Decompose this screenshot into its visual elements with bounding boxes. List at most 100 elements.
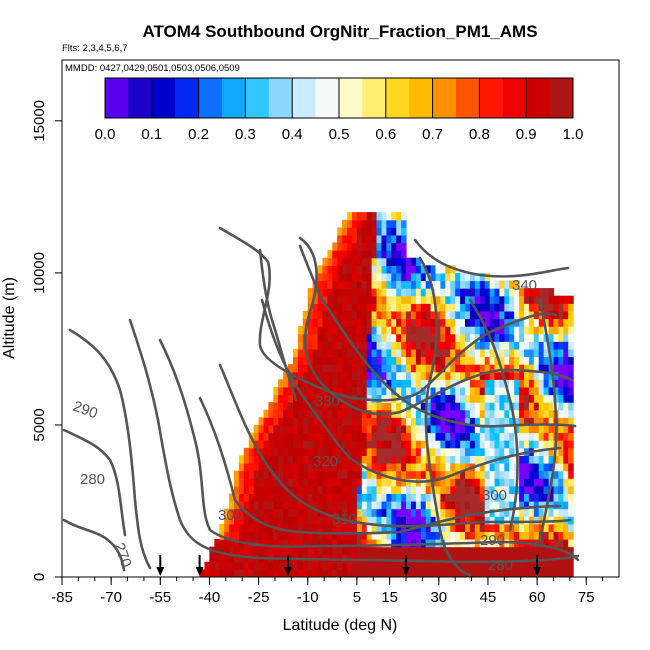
heat-cell <box>258 546 265 555</box>
heat-cell <box>312 310 319 320</box>
colorbar-tick-label: 0.3 <box>235 126 256 143</box>
heat-cell <box>563 341 569 350</box>
heat-cell <box>440 501 446 510</box>
colorbar-swatch <box>151 78 176 118</box>
heat-cell <box>479 516 486 525</box>
heat-cell <box>356 257 363 266</box>
heat-cell <box>548 523 555 532</box>
heat-cell <box>381 569 387 577</box>
heat-cell <box>538 288 545 297</box>
heat-cell <box>425 470 432 479</box>
heat-cell <box>376 501 382 510</box>
heat-cell <box>283 379 289 388</box>
heat-cell <box>366 569 373 577</box>
heat-cell <box>361 212 368 221</box>
heat-cell <box>327 417 333 426</box>
heat-cell <box>425 508 432 517</box>
heat-cell <box>391 531 397 540</box>
heat-cell <box>538 356 545 365</box>
heat-cell <box>366 310 373 320</box>
heat-cell <box>337 280 343 289</box>
heat-cell <box>430 326 437 335</box>
heat-cell <box>499 516 505 525</box>
heat-cell <box>558 440 564 449</box>
heat-cell <box>288 470 294 479</box>
heat-cell <box>371 493 378 502</box>
heat-cell <box>509 470 515 479</box>
heat-cell <box>337 234 343 244</box>
heat-cell <box>533 531 540 540</box>
heat-cell <box>337 318 343 327</box>
heat-cell <box>469 569 476 577</box>
heat-cell <box>401 295 407 304</box>
heat-cell <box>430 417 437 426</box>
heat-cell <box>410 561 417 570</box>
heat-cell <box>268 493 274 502</box>
heat-cell <box>430 386 437 396</box>
heat-cell <box>504 546 510 555</box>
heat-cell <box>519 310 525 320</box>
heat-cell <box>307 508 314 517</box>
heat-cell <box>460 341 466 350</box>
heat-cell <box>440 554 446 563</box>
heat-cell <box>219 554 225 563</box>
heat-cell <box>361 234 368 244</box>
heat-cell <box>302 516 309 525</box>
heat-cell <box>347 250 353 259</box>
heat-cell <box>386 326 392 335</box>
heat-cell <box>317 394 324 403</box>
heat-cell <box>460 493 466 502</box>
heat-cell <box>460 569 466 577</box>
heat-cell <box>440 424 446 434</box>
heat-cell <box>356 539 363 548</box>
heat-cell <box>347 348 353 358</box>
heat-cell <box>435 402 441 411</box>
heat-cell <box>445 485 451 494</box>
colorbar-swatch <box>315 78 340 118</box>
heat-cell <box>420 303 427 312</box>
heat-cell <box>268 485 274 494</box>
heat-cell <box>489 424 496 434</box>
heat-cell <box>327 478 333 487</box>
heat-cell <box>440 478 446 487</box>
heat-cell <box>283 409 289 418</box>
heat-cell <box>327 493 333 502</box>
heat-cell <box>479 569 486 577</box>
heat-cell <box>352 257 358 266</box>
heat-cell <box>361 417 368 426</box>
heat-cell <box>460 402 466 411</box>
heat-cell <box>543 539 550 548</box>
heat-cell <box>415 386 422 396</box>
heat-cell <box>509 485 515 494</box>
heat-cell <box>243 485 250 494</box>
heat-cell <box>528 394 535 403</box>
heat-cell <box>410 272 417 282</box>
heat-cell <box>381 364 387 373</box>
heat-cell <box>519 447 525 456</box>
heat-cell <box>514 516 520 525</box>
chart-title: ATOM4 Southbound OrgNitr_Fraction_PM1_AM… <box>142 22 537 41</box>
heat-cell <box>396 516 402 525</box>
heat-cell <box>504 333 510 342</box>
heat-cell <box>524 379 530 388</box>
heat-cell <box>356 288 363 297</box>
theta-contour <box>198 396 562 535</box>
heat-cell <box>376 364 382 373</box>
heat-cell <box>489 394 496 403</box>
heat-cell <box>312 501 319 510</box>
heat-cell <box>229 531 235 540</box>
heat-cell <box>386 310 392 320</box>
heat-cell <box>401 371 407 380</box>
heat-cell <box>327 455 333 464</box>
heat-cell <box>229 569 235 577</box>
heat-cell <box>347 447 353 456</box>
x-tick-label: 45 <box>480 589 497 606</box>
heat-cell <box>479 554 486 563</box>
heat-cell <box>273 508 279 517</box>
heat-cell <box>489 402 496 411</box>
heat-cell <box>484 470 491 479</box>
heat-cell <box>415 295 422 304</box>
heat-cell <box>489 348 496 358</box>
heat-cell <box>386 295 392 304</box>
heat-cell <box>568 493 574 502</box>
